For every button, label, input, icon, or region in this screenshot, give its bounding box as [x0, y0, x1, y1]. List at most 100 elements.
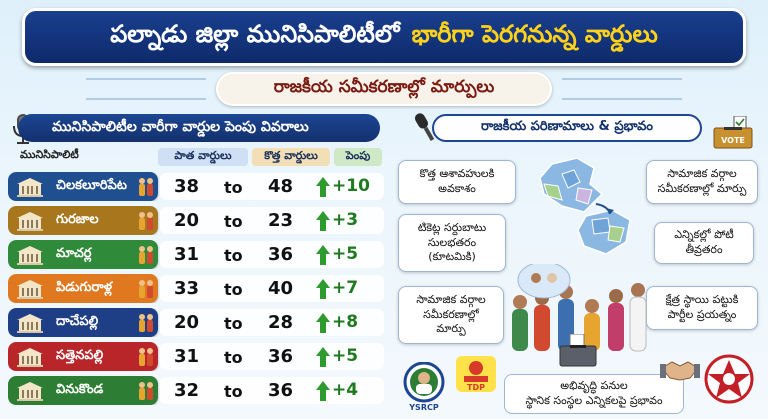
people-icon: [139, 382, 153, 400]
new-ward-count: 36: [268, 244, 294, 265]
subtitle-banner: రాజకీయ సమీకరణాల్లో మార్పులు: [216, 72, 552, 106]
microphone-icon: [415, 113, 435, 141]
column-increase: పెంపు: [334, 148, 382, 166]
impact-box-party-efforts: క్షేత్ర స్థాయి పట్టుకి పార్టీల ప్రయత్నం: [646, 286, 758, 330]
vote-label: VOTE: [721, 136, 745, 145]
municipality-label: చిలకలూరిపేట: [8, 172, 158, 201]
ysrcp-label: YSRCP: [408, 403, 439, 412]
up-arrow-icon: [316, 177, 330, 197]
title-banner: పల్నాడు జిల్లా మునిసిపాలిటీలో భారీగా పెర…: [22, 8, 746, 66]
ward-values: 32 to 36 +4: [160, 377, 384, 404]
column-new-wards: కొత్త వార్డులు: [252, 148, 330, 166]
people-icon: [139, 348, 153, 366]
up-arrow-icon: [316, 313, 330, 333]
to-word: to: [224, 314, 243, 333]
people-discussion-illustration: [512, 264, 647, 352]
new-ward-count: 36: [268, 346, 294, 367]
ward-increase: +7: [332, 278, 359, 298]
people-icon: [139, 178, 153, 196]
impact-box-text: క్షేత్ర స్థాయి పట్టుకి పార్టీల ప్రయత్నం: [665, 293, 739, 321]
new-ward-count: 40: [268, 278, 294, 299]
column-old-wards: పాత వార్డులు: [158, 148, 248, 166]
header-decoration-right: [562, 78, 682, 100]
new-ward-count: 36: [268, 380, 294, 401]
municipal-building-icon: [17, 246, 43, 265]
old-ward-count: 32: [174, 380, 200, 401]
ward-increase: +5: [332, 244, 359, 264]
table-heading-text: మునిసిపాలిటీల వారీగా వార్డుల పెంపు వివరా…: [52, 118, 309, 135]
janasena-logo: [704, 354, 754, 404]
tdp-logo: TDP: [456, 356, 496, 392]
old-ward-count: 20: [174, 210, 200, 231]
municipality-label: దాచేపల్లి: [8, 308, 158, 337]
table-heading: మునిసిపాలిటీల వారీగా వార్డుల పెంపు వివరా…: [18, 114, 380, 142]
old-ward-count: 20: [174, 312, 200, 333]
impact-box-text: అభివృద్ధి పనుల స్థానిక సంస్థల ఎన్నికలపై …: [525, 379, 663, 407]
tdp-label: TDP: [467, 383, 485, 392]
table-row: దాచేపల్లి 20 to 28 +8: [8, 308, 384, 337]
ward-increase: +5: [332, 346, 359, 366]
table-row: మాచర్ల 31 to 36 +5: [8, 240, 384, 269]
ward-values: 20 to 23 +3: [160, 207, 384, 234]
municipal-building-icon: [17, 212, 43, 231]
up-arrow-icon: [316, 211, 330, 231]
impact-box-text: సామాజిక వర్గాల సమీకరణాల్లో మార్పు: [416, 292, 486, 336]
table-row: గురజాల 20 to 23 +3: [8, 206, 384, 235]
table-row: వినుకొండ 32 to 36 +4: [8, 376, 384, 405]
impact-box-competition: ఎన్నికల్లో పోటీ తీవ్రతరం: [654, 222, 754, 264]
old-ward-count: 31: [174, 244, 200, 265]
district-map-illustration: [539, 157, 631, 255]
title-part1: పల్నాడు జిల్లా మునిసిపాలిటీలో: [110, 20, 400, 48]
impact-box-social-right: సామాజిక వర్గాల సమీకరణాల్లో మార్పు: [646, 160, 758, 204]
to-word: to: [224, 382, 243, 401]
municipal-building-icon: [17, 178, 43, 197]
to-word: to: [224, 246, 243, 265]
new-ward-count: 48: [268, 176, 294, 197]
municipality-label: గురజాల: [8, 206, 158, 235]
title-part2: భారీగా పెరగనున్న వార్డులు: [411, 20, 658, 48]
impact-box-text: కొత్త ఆశావహులకి అవకాశం: [419, 167, 495, 195]
impact-box-ticket-adjustment: టికెట్ల సర్దుబాటు సులభతరం (కూటమికి): [398, 214, 506, 272]
ward-increase: +8: [332, 312, 359, 332]
municipal-building-icon: [17, 280, 43, 299]
ysrcp-logo: YSRCP: [403, 362, 445, 412]
people-icon: [139, 246, 153, 264]
to-word: to: [224, 212, 243, 231]
old-ward-count: 38: [174, 176, 200, 197]
ward-increase: +10: [332, 176, 370, 196]
municipality-name: దాచేపల్లి: [56, 313, 99, 329]
ward-increase: +3: [332, 210, 359, 230]
up-arrow-icon: [316, 347, 330, 367]
municipality-name: సత్తెనపల్లి: [56, 347, 104, 363]
old-ward-count: 33: [174, 278, 200, 299]
up-arrow-icon: [316, 381, 330, 401]
old-ward-count: 31: [174, 346, 200, 367]
municipality-label: వినుకొండ: [8, 376, 158, 405]
municipality-name: మాచర్ల: [56, 245, 92, 261]
municipality-label: మాచర్ల: [8, 240, 158, 269]
column-municipality: మునిసిపాలిటీ: [20, 148, 79, 161]
impact-box-social-left: సామాజిక వర్గాల సమీకరణాల్లో మార్పు: [398, 286, 504, 344]
table-column-headers: మునిసిపాలిటీ పాత వార్డులు కొత్త వార్డులు…: [8, 148, 384, 168]
up-arrow-icon: [316, 245, 330, 265]
handshake-icon: [660, 361, 700, 381]
impact-heading: రాజకీయ పరిణామాలు & ప్రభావం: [432, 114, 702, 142]
ballot-box-icon: [559, 334, 597, 367]
municipality-name: చిలకలూరిపేట: [56, 177, 127, 193]
people-icon: [139, 314, 153, 332]
impact-box-text: సామాజిక వర్గాల సమీకరణాల్లో మార్పు: [657, 167, 747, 195]
ward-rows: చిలకలూరిపేట 38 to 48 +10: [8, 172, 384, 410]
impact-box-text: ఎన్నికల్లో పోటీ తీవ్రతరం: [674, 228, 734, 256]
municipal-building-icon: [17, 314, 43, 333]
to-word: to: [224, 348, 243, 367]
impact-heading-text: రాజకీయ పరిణామాలు & ప్రభావం: [480, 119, 654, 134]
impact-box-new-aspirants: కొత్త ఆశావహులకి అవకాశం: [398, 160, 516, 204]
to-word: to: [224, 178, 243, 197]
new-ward-count: 28: [268, 312, 294, 333]
ward-values: 38 to 48 +10: [160, 173, 384, 200]
ward-values: 31 to 36 +5: [160, 241, 384, 268]
up-arrow-icon: [316, 279, 330, 299]
people-icon: [139, 212, 153, 230]
ward-table-panel: మునిసిపాలిటీల వారీగా వార్డుల పెంపు వివరా…: [8, 114, 384, 414]
political-impact-panel: రాజకీయ పరిణామాలు & ప్రభావం VOTE కొత్త ఆశ…: [392, 113, 762, 414]
